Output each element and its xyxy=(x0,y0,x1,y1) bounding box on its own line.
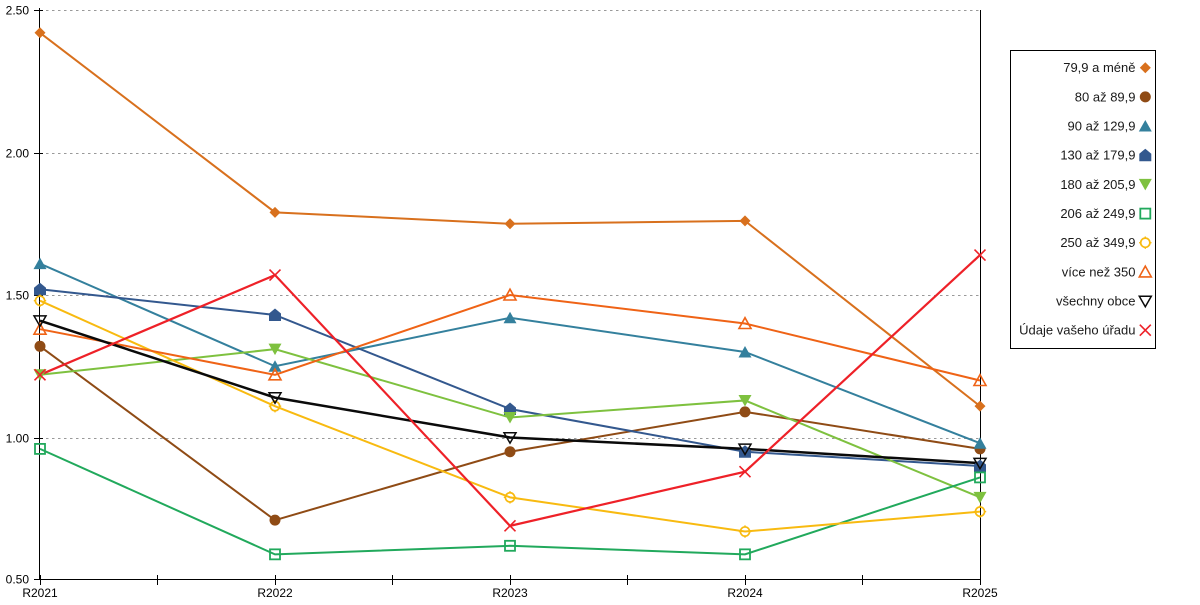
svg-text:90 až 129,9: 90 až 129,9 xyxy=(1068,119,1136,134)
svg-text:R2025: R2025 xyxy=(962,586,998,600)
svg-text:180 až 205,9: 180 až 205,9 xyxy=(1060,177,1135,192)
svg-text:R2021: R2021 xyxy=(22,586,58,600)
svg-text:250 až 349,9: 250 až 349,9 xyxy=(1060,235,1135,250)
svg-text:80 až 89,9: 80 až 89,9 xyxy=(1075,89,1136,104)
svg-text:R2024: R2024 xyxy=(727,586,763,600)
svg-text:2.00: 2.00 xyxy=(6,147,30,161)
svg-text:1.50: 1.50 xyxy=(6,289,30,303)
svg-text:1.00: 1.00 xyxy=(6,432,30,446)
svg-text:více než 350: více než 350 xyxy=(1062,264,1136,279)
svg-text:R2022: R2022 xyxy=(257,586,293,600)
svg-text:Údaje vašeho úřadu: Údaje vašeho úřadu xyxy=(1019,323,1135,338)
svg-text:206 až 249,9: 206 až 249,9 xyxy=(1060,206,1135,221)
svg-text:0.50: 0.50 xyxy=(6,573,30,587)
svg-text:2.50: 2.50 xyxy=(6,4,30,18)
svg-text:79,9 a méně: 79,9 a méně xyxy=(1063,60,1135,75)
svg-text:130 až 179,9: 130 až 179,9 xyxy=(1060,148,1135,163)
svg-text:R2023: R2023 xyxy=(492,586,528,600)
svg-text:všechny obce: všechny obce xyxy=(1056,294,1136,309)
